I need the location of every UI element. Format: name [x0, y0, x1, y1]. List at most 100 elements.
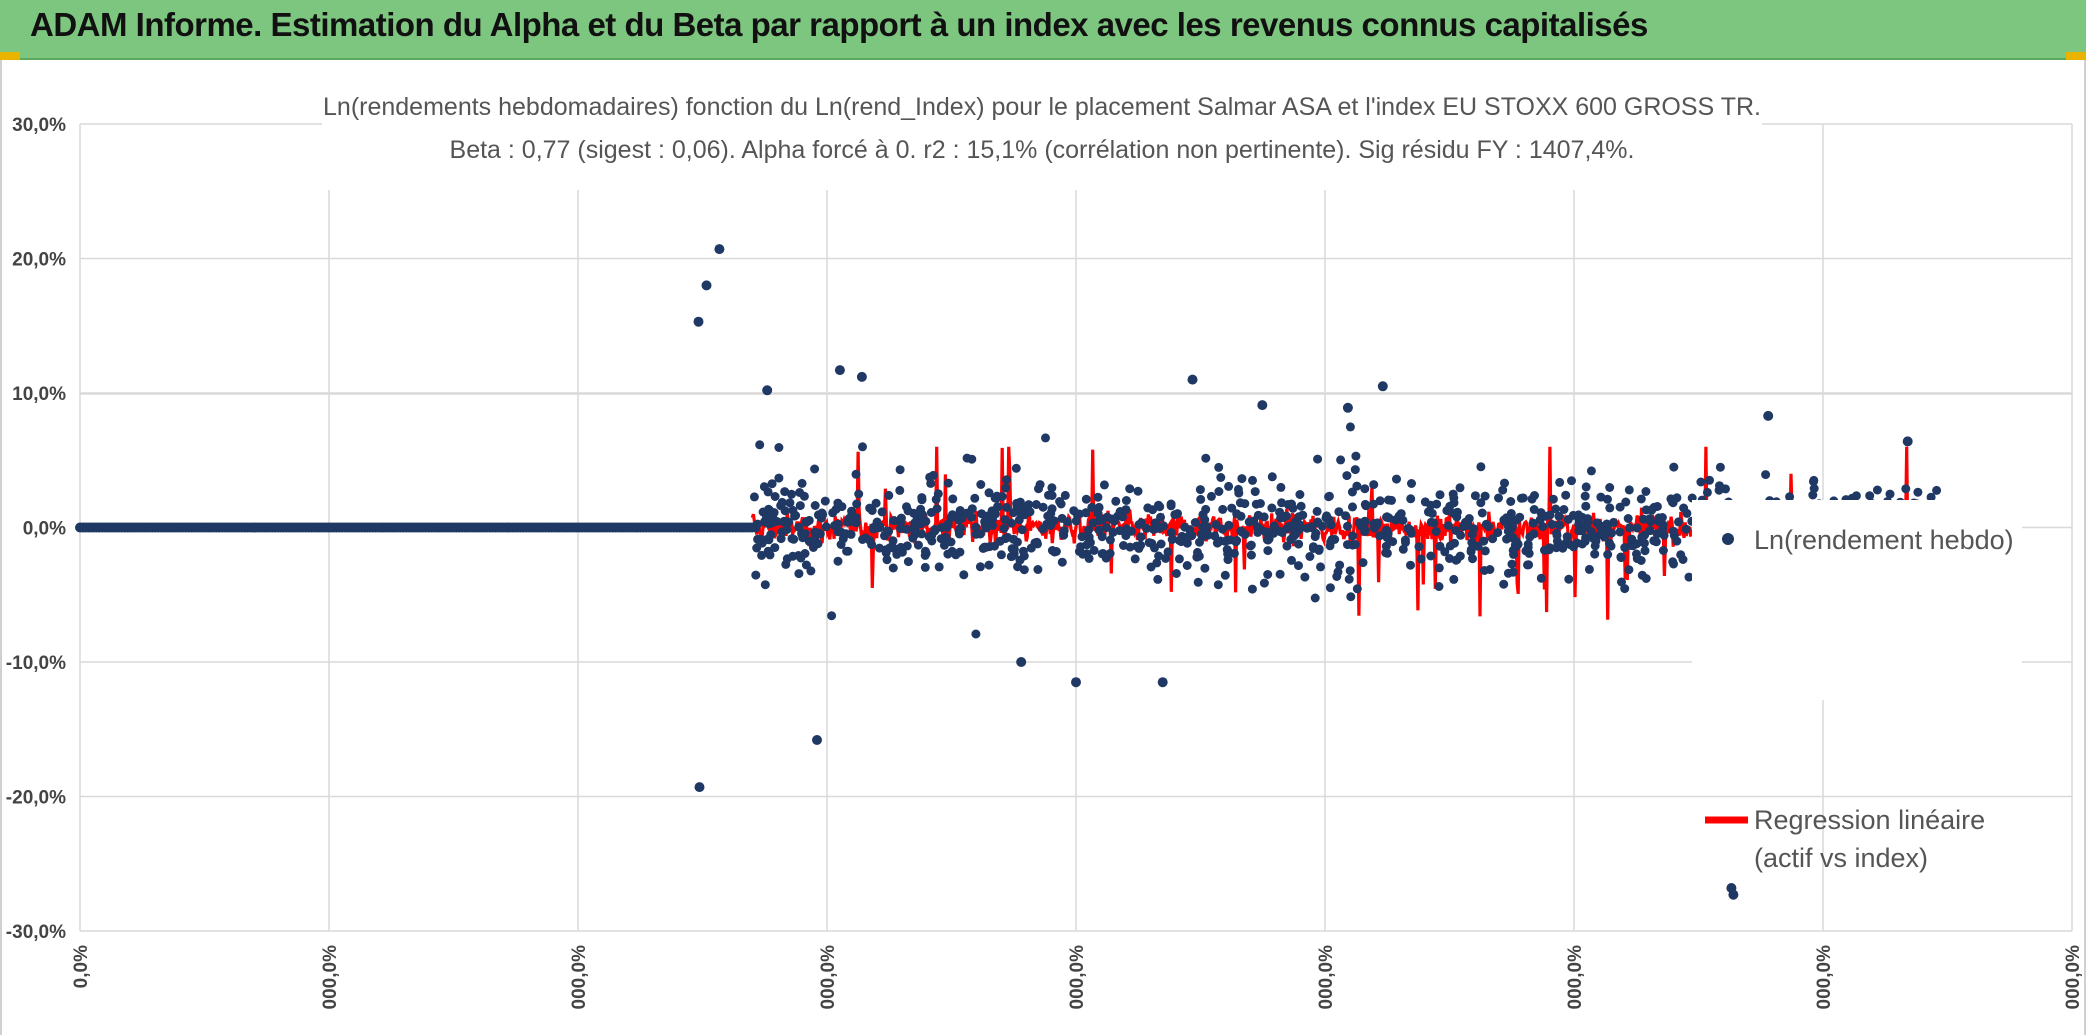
data-point	[1590, 549, 1600, 559]
data-point	[1055, 497, 1065, 506]
data-point	[770, 543, 780, 553]
data-point	[797, 478, 807, 488]
data-point	[1267, 503, 1277, 513]
data-point	[1603, 550, 1613, 559]
data-point	[1201, 453, 1211, 463]
data-point	[1253, 510, 1263, 520]
data-point	[903, 557, 913, 567]
data-point	[1524, 560, 1534, 570]
data-point	[1516, 493, 1526, 503]
y-tick-label: -10,0%	[6, 653, 66, 674]
data-point	[1220, 536, 1230, 546]
data-point	[1017, 525, 1027, 535]
data-point	[810, 501, 820, 510]
data-point	[1581, 501, 1591, 511]
data-point	[1567, 476, 1576, 486]
x-tick-label: 000,0%	[1316, 945, 1337, 1010]
data-point	[1808, 490, 1818, 500]
data-point	[1669, 462, 1679, 472]
data-point	[1343, 521, 1352, 531]
data-point	[1400, 535, 1410, 545]
data-point	[1865, 491, 1875, 501]
data-point	[774, 473, 784, 483]
data-point	[1152, 558, 1162, 568]
data-point	[854, 489, 864, 499]
data-point	[1300, 572, 1310, 582]
data-point	[1144, 538, 1154, 548]
chart-area: 30,0% 20,0% 10,0% 0,0% -10,0% -20,0% -30,0% 0,…	[0, 60, 2086, 1035]
data-point	[1345, 422, 1355, 432]
data-point	[928, 470, 938, 480]
data-point	[971, 522, 981, 532]
data-point	[833, 498, 843, 508]
data-point	[1624, 523, 1634, 533]
data-point	[1224, 481, 1234, 491]
data-point	[760, 580, 770, 590]
data-point	[1167, 535, 1177, 544]
data-point	[896, 517, 906, 527]
data-point	[1682, 508, 1692, 518]
data-point	[1312, 506, 1322, 516]
data-point	[1432, 499, 1442, 509]
legend-background	[1692, 500, 2022, 700]
data-point	[921, 516, 931, 526]
data-point	[926, 508, 936, 517]
data-point	[1180, 522, 1190, 532]
data-point	[1387, 495, 1396, 505]
data-point	[1251, 499, 1261, 509]
data-point	[1084, 532, 1094, 542]
data-point	[1623, 514, 1633, 523]
data-point	[1087, 502, 1097, 512]
data-point	[749, 492, 759, 502]
data-point	[1476, 462, 1486, 472]
legend-label-regression-line2: (actif vs index)	[1754, 843, 1928, 873]
data-point	[980, 542, 990, 552]
data-point	[1476, 498, 1486, 508]
data-point	[1559, 505, 1569, 514]
data-point	[1352, 584, 1362, 594]
data-point	[1171, 569, 1181, 578]
legend-label-regression: Regression linéaire	[1754, 805, 1985, 835]
data-point	[1334, 507, 1344, 517]
data-point	[1632, 523, 1642, 533]
data-point	[1210, 531, 1220, 541]
data-point	[1263, 546, 1273, 556]
data-point	[1190, 518, 1200, 527]
data-point	[1348, 502, 1357, 512]
data-point	[763, 534, 772, 544]
data-point	[1330, 534, 1340, 544]
data-point	[975, 529, 985, 539]
data-point	[1157, 677, 1168, 688]
data-point	[917, 529, 927, 539]
data-point	[1352, 481, 1362, 491]
data-point	[1431, 527, 1441, 536]
data-point	[1498, 485, 1508, 495]
data-point	[1561, 490, 1571, 500]
data-point	[1569, 542, 1578, 552]
data-point	[1049, 516, 1059, 526]
data-point	[1536, 573, 1546, 583]
data-point	[1269, 521, 1279, 531]
data-point	[1456, 530, 1466, 540]
data-point	[1237, 474, 1247, 484]
data-point	[752, 543, 762, 553]
data-point	[1358, 558, 1368, 568]
data-point	[1552, 531, 1562, 540]
x-tick-label: 000,0%	[818, 945, 839, 1010]
y-tick-label: 0,0%	[23, 519, 66, 540]
data-point	[1047, 483, 1057, 493]
data-point	[1555, 477, 1565, 487]
data-point	[1647, 505, 1657, 514]
data-point	[1263, 535, 1273, 545]
data-point	[1361, 501, 1371, 511]
data-point	[1528, 518, 1538, 528]
data-point	[1455, 483, 1465, 493]
data-point	[858, 442, 867, 452]
data-point	[1885, 489, 1895, 499]
data-point	[1276, 482, 1286, 492]
data-point	[1246, 550, 1256, 560]
data-point	[1119, 541, 1128, 550]
data-point	[1094, 502, 1104, 512]
data-point	[1025, 507, 1035, 517]
data-point	[1396, 509, 1406, 519]
